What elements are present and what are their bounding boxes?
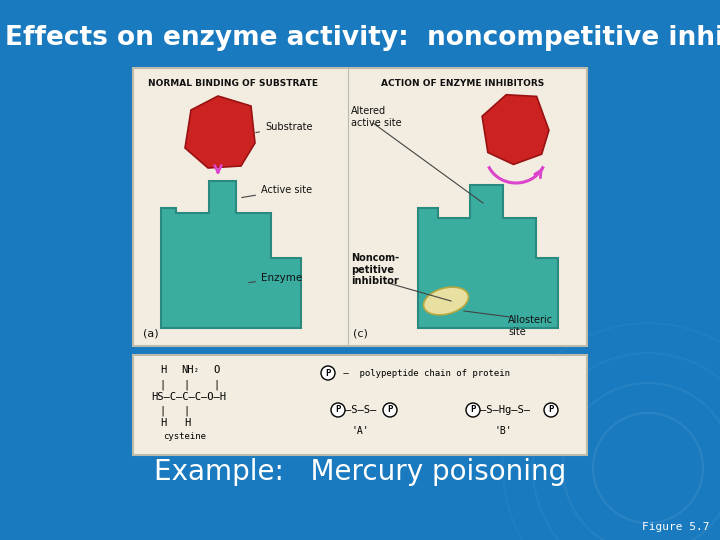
Text: |: | [184, 379, 190, 389]
Text: cysteine: cysteine [163, 432, 206, 441]
Text: O: O [214, 365, 220, 375]
Text: |: | [160, 379, 166, 389]
Text: Enzyme: Enzyme [248, 273, 302, 283]
Text: 'A': 'A' [351, 426, 369, 436]
Polygon shape [161, 181, 301, 328]
Text: Effects on enzyme activity:  noncompetitive inhibition: Effects on enzyme activity: noncompetiti… [5, 25, 720, 51]
Text: P: P [387, 406, 392, 415]
Text: H: H [160, 418, 166, 428]
Text: 'B': 'B' [494, 426, 512, 436]
Text: H: H [184, 418, 190, 428]
Text: Allosteric
site: Allosteric site [508, 315, 553, 336]
Circle shape [321, 366, 335, 380]
Text: ₂: ₂ [194, 365, 199, 374]
Text: NORMAL BINDING OF SUBSTRATE: NORMAL BINDING OF SUBSTRATE [148, 79, 318, 89]
Text: Figure 5.7: Figure 5.7 [642, 522, 710, 532]
Text: —S—S—: —S—S— [345, 405, 377, 415]
Text: H: H [160, 365, 166, 375]
Text: |: | [214, 379, 220, 389]
Circle shape [466, 403, 480, 417]
Text: Active site: Active site [242, 185, 312, 198]
Text: Altered
active site: Altered active site [351, 106, 402, 127]
Text: P: P [325, 368, 330, 377]
Text: Noncom-
petitive
inhibitor: Noncom- petitive inhibitor [351, 253, 399, 286]
Circle shape [544, 403, 558, 417]
Text: |: | [160, 405, 166, 415]
Text: NH: NH [181, 365, 193, 375]
Polygon shape [482, 94, 549, 165]
Text: (a): (a) [143, 328, 158, 338]
Text: HS—C—C—C—O—H: HS—C—C—C—O—H [151, 392, 226, 402]
Text: |: | [184, 405, 190, 415]
Circle shape [331, 403, 345, 417]
Text: Example:   Mercury poisoning: Example: Mercury poisoning [154, 458, 566, 486]
Text: P: P [470, 406, 476, 415]
Polygon shape [185, 96, 255, 168]
Ellipse shape [423, 287, 469, 315]
Text: —  polypeptide chain of protein: — polypeptide chain of protein [338, 368, 510, 377]
Text: P: P [336, 406, 341, 415]
FancyBboxPatch shape [133, 355, 587, 455]
Text: (c): (c) [353, 328, 368, 338]
Text: ACTION OF ENZYME INHIBITORS: ACTION OF ENZYME INHIBITORS [382, 79, 544, 89]
Text: Substrate: Substrate [256, 122, 312, 132]
Text: P: P [549, 406, 554, 415]
Circle shape [383, 403, 397, 417]
FancyBboxPatch shape [133, 68, 587, 346]
Text: —S—Hg—S—: —S—Hg—S— [480, 405, 530, 415]
Polygon shape [418, 185, 558, 328]
